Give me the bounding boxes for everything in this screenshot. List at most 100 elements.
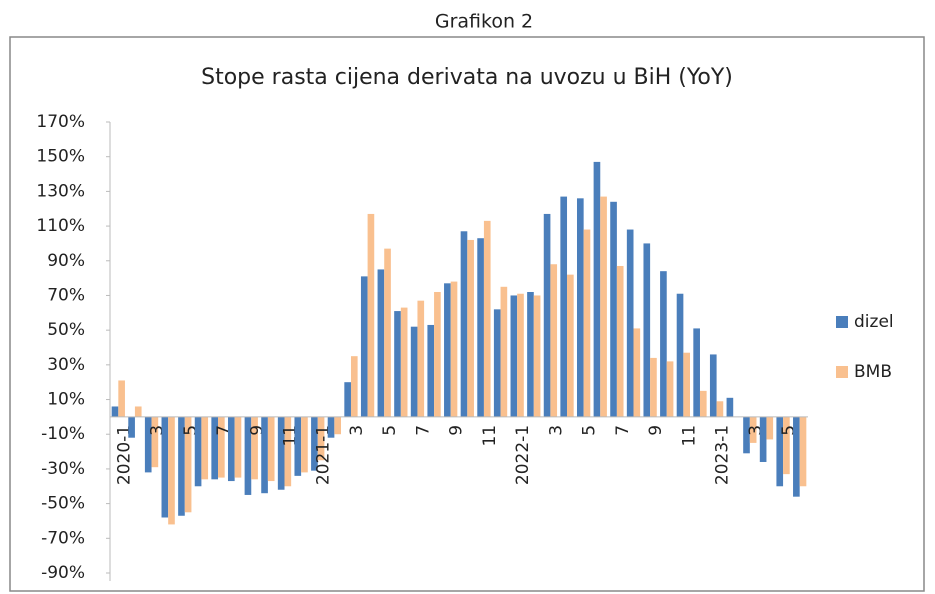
bar <box>134 406 142 417</box>
bar <box>261 416 268 494</box>
bar <box>550 264 558 417</box>
x-tick-label: 9 <box>646 425 666 436</box>
bar <box>776 416 784 487</box>
bar <box>766 416 774 440</box>
bar <box>384 248 391 417</box>
x-tick-label: 3 <box>546 425 566 436</box>
x-tick-label: 11 <box>480 425 500 447</box>
bar <box>616 265 624 417</box>
chart-header: Grafikon 2 <box>435 11 533 33</box>
bar <box>394 311 401 417</box>
bar <box>350 356 358 417</box>
bar <box>227 416 235 482</box>
x-tick-label: 11 <box>679 425 699 447</box>
x-tick-label: 3 <box>746 425 766 436</box>
bar <box>793 416 800 497</box>
bar <box>576 198 584 417</box>
bar <box>626 229 634 417</box>
bar <box>643 243 651 417</box>
bar <box>560 196 568 417</box>
bar <box>483 220 491 417</box>
x-tick-label: 9 <box>247 425 267 436</box>
y-tick-label: 110% <box>36 216 85 236</box>
y-tick-label: 10% <box>47 390 85 410</box>
x-tick-label: 3 <box>347 425 367 436</box>
y-tick-label: -30% <box>41 459 85 479</box>
bar <box>277 416 285 490</box>
bar <box>111 406 119 417</box>
bar <box>517 293 524 417</box>
bar <box>593 161 601 417</box>
bar <box>693 328 700 417</box>
y-tick-label: -70% <box>41 528 85 548</box>
x-tick-label: 5 <box>380 425 400 436</box>
x-tick-label: 7 <box>413 425 433 436</box>
legend-label: BMB <box>854 362 892 382</box>
bar <box>427 324 435 417</box>
bar <box>633 328 641 417</box>
bar <box>218 416 225 478</box>
y-tick-label: 30% <box>47 355 85 375</box>
bar <box>600 196 607 417</box>
bar <box>450 281 458 417</box>
bar <box>749 416 757 443</box>
bar <box>284 416 292 487</box>
bar <box>460 231 468 417</box>
x-tick-label: 7 <box>214 425 234 436</box>
bar <box>610 201 617 417</box>
bar <box>676 293 684 417</box>
bar <box>699 390 707 417</box>
bar <box>161 416 169 518</box>
bar <box>367 213 375 417</box>
bar <box>178 416 185 516</box>
y-tick-label: -90% <box>41 563 85 583</box>
bar <box>118 380 125 417</box>
x-tick-label: 7 <box>613 425 633 436</box>
y-tick-label: 170% <box>36 112 85 132</box>
bar <box>444 283 451 417</box>
y-tick-label: -10% <box>41 424 85 444</box>
bar <box>294 416 302 476</box>
bar <box>583 229 591 417</box>
y-tick-label: 130% <box>36 181 85 201</box>
bar <box>151 416 159 468</box>
x-tick-label: 2022-1 <box>513 425 533 485</box>
bar <box>201 416 209 480</box>
legend-label: dizel <box>854 312 894 332</box>
bar <box>716 401 724 417</box>
bar <box>467 239 474 417</box>
bar <box>799 416 807 487</box>
bar <box>500 286 508 417</box>
x-tick-label: 5 <box>181 425 201 436</box>
bar <box>783 416 790 475</box>
y-tick-label: 50% <box>47 320 85 340</box>
bar <box>477 238 484 417</box>
legend-swatch <box>836 316 848 328</box>
chart-title: Stope rasta cijena derivata na uvozu u B… <box>201 65 733 90</box>
x-tick-label: 3 <box>148 425 168 436</box>
bar <box>510 295 518 417</box>
x-tick-label: 5 <box>580 425 600 436</box>
bar <box>327 416 335 438</box>
bar <box>301 416 308 473</box>
y-tick-label: 70% <box>47 285 85 305</box>
bar <box>743 416 750 454</box>
x-tick-label: 2020-1 <box>114 425 134 485</box>
y-tick-label: 90% <box>47 251 85 271</box>
bar <box>194 416 202 487</box>
bar <box>709 354 717 417</box>
bar <box>244 416 252 495</box>
bar <box>251 416 258 480</box>
x-tick-label: 9 <box>447 425 467 436</box>
bar <box>234 416 242 478</box>
bar <box>666 361 674 417</box>
bar <box>128 416 135 438</box>
bar <box>344 382 351 417</box>
bar <box>650 357 657 417</box>
bar <box>311 416 318 471</box>
bar <box>334 416 342 435</box>
x-tick-label: 5 <box>779 425 799 436</box>
bar <box>317 416 325 461</box>
bar <box>417 300 425 417</box>
